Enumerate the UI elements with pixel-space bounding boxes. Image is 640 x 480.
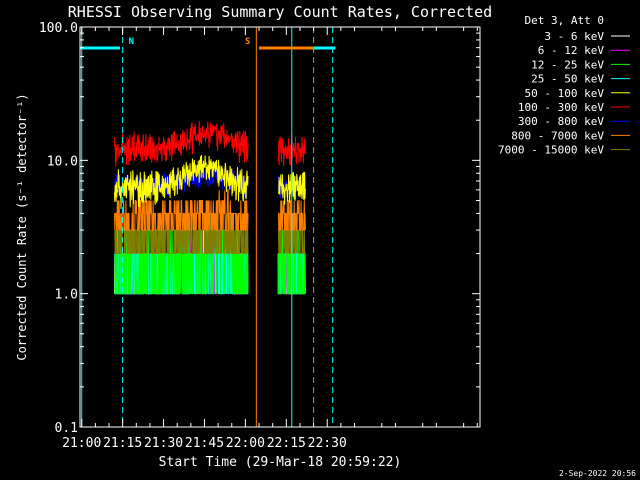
- footer-timestamp: 2-Sep-2022 20:56: [559, 469, 636, 478]
- x-tick-label: 22:30: [308, 436, 347, 451]
- legend-label: 6 - 12 keV: [538, 44, 605, 57]
- series-trace: [114, 212, 249, 254]
- series-trace: [114, 154, 249, 209]
- y-tick-label: 1.0: [55, 288, 78, 303]
- y-tick-label: 0.1: [55, 421, 78, 436]
- plot-frame: [79, 26, 481, 428]
- legend-label: 3 - 6 keV: [544, 30, 604, 43]
- flag-label: N: [129, 37, 134, 47]
- x-tick-label: 22:00: [226, 436, 265, 451]
- series-trace: [114, 121, 249, 167]
- legend-label: 12 - 25 keV: [531, 58, 604, 71]
- x-tick-label: 21:00: [62, 436, 101, 451]
- y-axis-label: Corrected Count Rate (s⁻¹ detector⁻¹): [15, 93, 29, 360]
- x-tick-label: 22:15: [267, 436, 306, 451]
- x-axis: 21:00 21:15 21:30 21:45 22:00 22:15 22:30: [62, 27, 478, 451]
- legend-label: 100 - 300 keV: [518, 101, 604, 114]
- x-tick-label: 21:15: [103, 436, 142, 451]
- legend-label: 50 - 100 keV: [525, 87, 605, 100]
- x-axis-label: Start Time (29-Mar-18 20:59:22): [159, 455, 402, 470]
- legend-label: 7000 - 15000 keV: [498, 144, 604, 157]
- legend-label: 25 - 50 keV: [531, 73, 604, 86]
- legend-label: 800 - 7000 keV: [511, 129, 604, 142]
- flag-label: S: [245, 37, 250, 47]
- chart-title: RHESSI Observing Summary Count Rates, Co…: [68, 3, 492, 21]
- series-trace: [114, 189, 249, 231]
- series-layer: [114, 121, 306, 295]
- y-axis: 0.1 1.0 10.0 100.0: [39, 21, 480, 436]
- legend-header: Det 3, Att 0: [525, 14, 604, 27]
- y-tick-label: 10.0: [47, 154, 78, 169]
- x-tick-label: 21:45: [185, 436, 224, 451]
- x-tick-label: 21:30: [144, 436, 183, 451]
- legend-label: 300 - 800 keV: [518, 115, 604, 128]
- y-tick-label: 100.0: [39, 21, 78, 36]
